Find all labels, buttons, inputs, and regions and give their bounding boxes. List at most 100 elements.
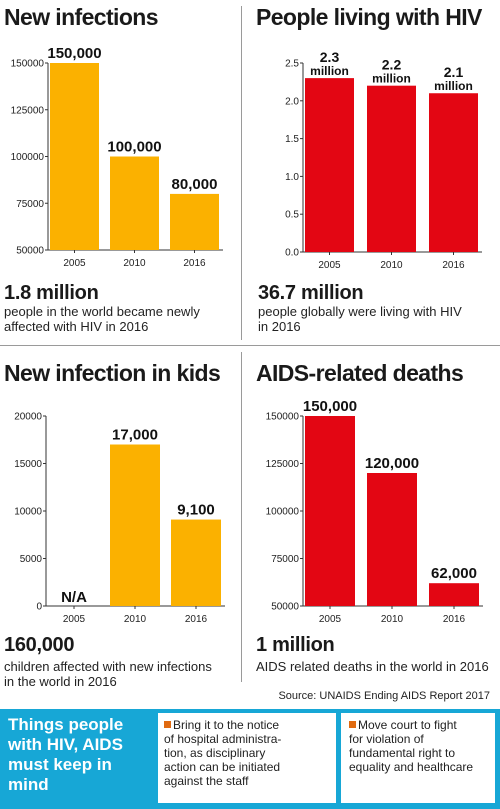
bar [305, 416, 355, 606]
horizontal-divider [0, 345, 500, 346]
tip-line: against the staff [164, 774, 249, 788]
panel-title: New infection in kids [4, 360, 221, 386]
panel-new-infections: New infections 50000 75000 100000 125000 150… [0, 4, 250, 344]
y-tick-label: 0 [36, 602, 42, 613]
tip-line: Bring it to the notice [164, 718, 332, 732]
chart-people-living-with-hiv: 0.00.51.01.52.02.520052.3million20102.2m… [285, 49, 482, 271]
y-tick-label: 15000 [14, 459, 42, 470]
y-tick-label: 125000 [11, 105, 45, 116]
bar [429, 93, 478, 253]
bullet-square-icon [164, 721, 171, 728]
panel-aids-related-deaths: AIDS-related deaths 50000 75000 100000 1250… [250, 360, 500, 690]
tip-text: Move court to fight [358, 718, 457, 732]
x-tick-label: 2005 [63, 614, 86, 625]
bar [367, 473, 417, 606]
description-line: people globally were living with HIV [258, 304, 462, 319]
y-tick-label: 0.0 [285, 248, 299, 259]
data-label: 150,000 [47, 45, 101, 62]
data-label: 120,000 [365, 455, 419, 472]
x-tick-label: 2005 [318, 260, 341, 271]
data-label: N/A [61, 589, 87, 606]
x-tick-label: 2005 [63, 258, 86, 269]
y-tick-label: 10000 [14, 507, 42, 518]
description: children affected with new infections in… [4, 659, 212, 689]
description-line: people in the world became newly [4, 304, 200, 319]
chart-new-infection-in-kids: 0 5000 10000 15000 20000 2005 N/A 2010 17,000 201… [14, 412, 225, 625]
x-tick-label: 2010 [123, 258, 146, 269]
tips-banner-title: Things people with HIV, AIDS must keep i… [8, 715, 148, 795]
tip-line: for violation of [349, 732, 424, 746]
x-tick-label: 2010 [380, 260, 403, 271]
tip-card-2: Move court to fight for violation of fun… [340, 713, 495, 803]
big-number: 1 million [256, 634, 335, 656]
y-tick-label: 5000 [20, 554, 43, 565]
bar [429, 583, 479, 606]
x-tick-label: 2016 [183, 258, 206, 269]
x-tick-label: 2016 [442, 260, 465, 271]
x-tick-label: 2016 [443, 614, 466, 625]
vertical-divider-bottom [241, 352, 242, 682]
panel-people-living-with-hiv: People living with HIV 0.0 0.5 1.0 1.5 2.0 2.… [250, 4, 500, 344]
data-label: 17,000 [112, 427, 158, 444]
bullet-square-icon [349, 721, 356, 728]
bar [170, 193, 219, 250]
y-tick-label: 1.0 [285, 172, 299, 183]
description-line: in the world in 2016 [4, 674, 117, 689]
bar [367, 85, 416, 253]
tip-text: Bring it to the notice [173, 718, 280, 732]
y-tick-label: 150000 [266, 412, 300, 423]
description: people globally were living with HIV in … [258, 304, 462, 334]
bar [50, 63, 99, 250]
tip-line: fundamental right to [349, 746, 456, 760]
tips-title-line: mind [8, 775, 49, 794]
data-label: 2.1 [444, 64, 464, 80]
y-tick-label: 50000 [271, 602, 299, 613]
bar [110, 156, 159, 250]
description-line: in 2016 [258, 319, 301, 334]
description-line: AIDS related deaths in the world in 2016 [256, 659, 489, 674]
bar [305, 78, 354, 253]
panel-title: AIDS-related deaths [256, 360, 464, 386]
data-label: 9,100 [177, 502, 215, 519]
y-tick-label: 100000 [266, 507, 300, 518]
tip-line: action can be initiated [164, 760, 281, 774]
data-label: 2.2 [382, 57, 402, 73]
y-tick-label: 100000 [11, 152, 45, 163]
big-number: 160,000 [4, 634, 75, 656]
y-tick-label: 0.5 [285, 210, 299, 221]
tips-title-line: must keep in [8, 755, 112, 774]
panel-title: People living with HIV [256, 4, 482, 30]
data-label: 100,000 [107, 139, 161, 156]
tips-title-line: with HIV, AIDS [8, 735, 123, 754]
bar [110, 444, 160, 606]
y-tick-label: 1.5 [285, 134, 299, 145]
y-tick-label: 75000 [271, 554, 299, 565]
y-tick-label: 2.5 [285, 59, 299, 70]
tip-card-1: Bring it to the notice of hospital admin… [158, 713, 336, 803]
data-label-unit: million [310, 64, 349, 78]
tip-line: of hospital administra- [164, 732, 282, 746]
data-label: 2.3 [320, 49, 340, 65]
bar [171, 519, 221, 606]
description: people in the world became newly affecte… [4, 304, 200, 334]
data-label-unit: million [434, 79, 473, 93]
y-tick-label: 2.0 [285, 96, 299, 107]
vertical-divider-top [241, 6, 242, 340]
tips-title-line: Things people [8, 715, 124, 734]
big-number: 36.7 million [258, 282, 364, 304]
x-tick-label: 2010 [124, 614, 147, 625]
description: AIDS related deaths in the world in 2016 [256, 659, 489, 674]
tip-line: equality and healthcare [349, 760, 474, 774]
data-label: 80,000 [172, 176, 218, 193]
big-number: 1.8 million [4, 282, 99, 304]
chart-new-infections: 50000 75000 100000 125000 150000 2005 150,000 2… [11, 45, 223, 269]
description-line: children affected with new infections [4, 659, 212, 674]
y-tick-label: 50000 [16, 246, 44, 257]
y-tick-label: 75000 [16, 199, 44, 210]
tip-line: tion, as disciplinary [164, 746, 266, 760]
data-label: 150,000 [303, 398, 357, 415]
x-tick-label: 2005 [319, 614, 342, 625]
y-tick-label: 125000 [266, 459, 300, 470]
panel-new-infection-in-kids: New infection in kids 0 5000 10000 15000 200… [0, 360, 250, 690]
description-line: affected with HIV in 2016 [4, 319, 149, 334]
